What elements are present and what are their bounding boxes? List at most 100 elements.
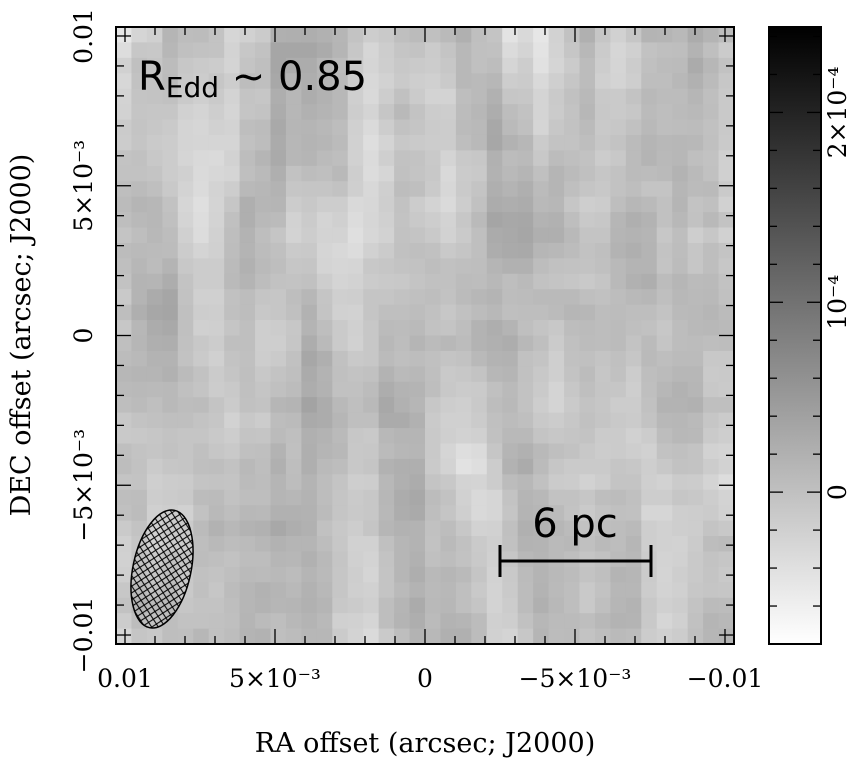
- heatmap-cell: [332, 196, 349, 213]
- heatmap-cell: [564, 412, 581, 429]
- heatmap-cell: [672, 505, 689, 522]
- heatmap-cell: [224, 150, 241, 167]
- heatmap-cell: [610, 566, 627, 583]
- heatmap-cell: [332, 181, 349, 198]
- heatmap-cell: [285, 582, 302, 599]
- heatmap-cell: [409, 196, 426, 213]
- heatmap-cell: [270, 273, 287, 290]
- heatmap-cell: [502, 165, 519, 182]
- heatmap-cell: [517, 489, 534, 506]
- heatmap-cell: [239, 428, 256, 445]
- heatmap-cell: [409, 397, 426, 414]
- heatmap-cell: [425, 196, 442, 213]
- heatmap-cell: [533, 289, 550, 306]
- heatmap-cell: [548, 27, 565, 44]
- heatmap-cell: [718, 196, 735, 213]
- heatmap-cell: [146, 304, 163, 321]
- heatmap-cell: [517, 597, 534, 614]
- heatmap-cell: [208, 366, 225, 383]
- heatmap-cell: [332, 88, 349, 105]
- heatmap-cell: [425, 582, 442, 599]
- heatmap-cell: [440, 104, 457, 121]
- heatmap-cell: [486, 505, 503, 522]
- heatmap-cell: [270, 212, 287, 229]
- heatmap-cell: [285, 536, 302, 553]
- heatmap-cell: [672, 320, 689, 337]
- heatmap-cell: [656, 227, 673, 244]
- heatmap-cell: [703, 57, 720, 74]
- heatmap-cell: [672, 134, 689, 152]
- heatmap-cell: [270, 181, 287, 198]
- heatmap-cell: [548, 88, 565, 105]
- heatmap-cell: [610, 428, 627, 445]
- heatmap-cell: [394, 273, 411, 290]
- heatmap-cell: [687, 536, 704, 553]
- heatmap-cell: [363, 350, 380, 367]
- heatmap-cell: [239, 536, 256, 553]
- heatmap-cell: [301, 366, 318, 383]
- heatmap-cell: [239, 412, 256, 429]
- heatmap-cell: [394, 458, 411, 475]
- heatmap-cell: [455, 551, 472, 568]
- heatmap-cell: [162, 335, 179, 352]
- heatmap-cell: [548, 212, 565, 229]
- heatmap-cell: [316, 628, 333, 645]
- heatmap-cell: [440, 320, 457, 337]
- heatmap-cell: [378, 350, 395, 367]
- heatmap-cell: [502, 320, 519, 337]
- heatmap-cell: [455, 88, 472, 105]
- heatmap-cell: [394, 474, 411, 491]
- heatmap-cell: [564, 520, 581, 537]
- heatmap-cell: [116, 474, 133, 491]
- heatmap-cell: [193, 27, 210, 44]
- heatmap-cell: [208, 104, 225, 121]
- heatmap-cell: [162, 412, 179, 429]
- heatmap-cell: [455, 104, 472, 121]
- heatmap-cell: [641, 227, 658, 244]
- heatmap-cell: [486, 628, 503, 645]
- heatmap-cell: [285, 566, 302, 583]
- heatmap-cell: [579, 443, 596, 460]
- heatmap-cell: [641, 397, 658, 414]
- heatmap-cell: [548, 104, 565, 121]
- heatmap-cell: [641, 474, 658, 491]
- heatmap-cell: [208, 289, 225, 306]
- heatmap-cell: [517, 381, 534, 398]
- heatmap-cell: [486, 397, 503, 414]
- heatmap-cell: [440, 42, 457, 59]
- heatmap-cell: [363, 273, 380, 290]
- heatmap-cell: [687, 397, 704, 414]
- heatmap-cell: [703, 258, 720, 275]
- heatmap-cell: [471, 458, 488, 475]
- heatmap-cell: [224, 428, 241, 445]
- heatmap-cell: [625, 258, 642, 275]
- heatmap-cell: [471, 242, 488, 259]
- heatmap-cell: [239, 104, 256, 121]
- heatmap-cell: [177, 489, 194, 506]
- heatmap-cell: [409, 458, 426, 475]
- x-ticks: 0.01 5×10⁻³ 0 −5×10⁻³ −0.01: [97, 27, 763, 693]
- heatmap-cell: [672, 273, 689, 290]
- heatmap-cell: [486, 181, 503, 198]
- heatmap-cell: [656, 73, 673, 90]
- heatmap-cell: [131, 505, 148, 522]
- heatmap-cell: [564, 458, 581, 475]
- heatmap-cell: [687, 335, 704, 352]
- heatmap-cell: [440, 628, 457, 645]
- heatmap-cell: [502, 104, 519, 121]
- heatmap-cell: [656, 505, 673, 522]
- heatmap-cell: [363, 582, 380, 599]
- heatmap-cell: [455, 320, 472, 337]
- heatmap-cell: [285, 242, 302, 259]
- heatmap-cell: [224, 227, 241, 244]
- heatmap-cell: [347, 428, 364, 445]
- heatmap-cell: [579, 320, 596, 337]
- heatmap-cell: [409, 520, 426, 537]
- heatmap-cell: [548, 474, 565, 491]
- heatmap-cell: [177, 397, 194, 414]
- heatmap-cell: [486, 258, 503, 275]
- heatmap-cell: [625, 150, 642, 167]
- heatmap-cell: [564, 104, 581, 121]
- heatmap-cell: [610, 196, 627, 213]
- heatmap-cell: [146, 150, 163, 167]
